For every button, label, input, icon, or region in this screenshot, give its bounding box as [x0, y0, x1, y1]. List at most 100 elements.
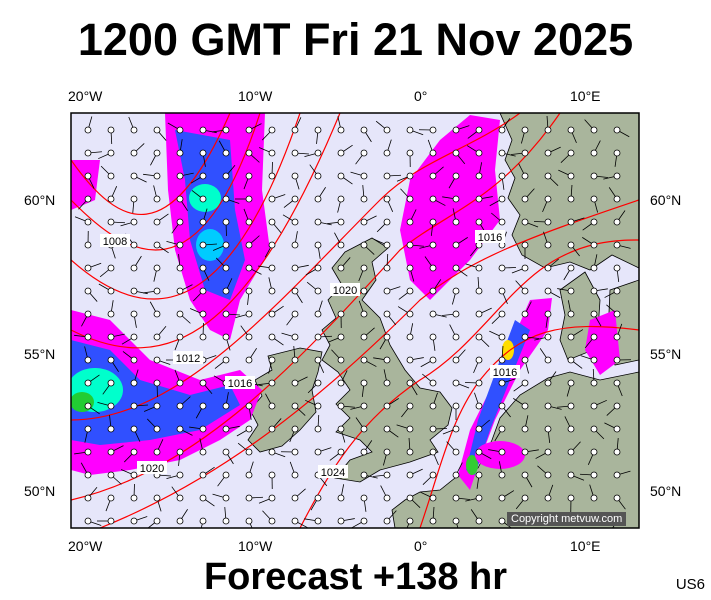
lat-label-50n: 50°N [24, 483, 56, 499]
wind-barb [262, 510, 276, 525]
wind-barb [521, 471, 533, 488]
wind-barb [498, 346, 506, 364]
wind-barb [314, 333, 333, 341]
wind-barb [567, 185, 575, 203]
wind-barb [199, 379, 213, 394]
wind-barb [429, 425, 448, 433]
lon-label-10w-bottom: 10°W [238, 538, 273, 554]
wind-barb [199, 126, 217, 134]
wind-barb [521, 241, 529, 259]
wind-barb [587, 448, 598, 465]
wind-barb [107, 445, 124, 456]
wind-barb [419, 241, 437, 249]
wind-barb [590, 425, 605, 440]
wind-barb [491, 212, 506, 226]
wind-barb [84, 374, 100, 387]
wind-barb [537, 465, 552, 479]
wind-barb [327, 218, 345, 226]
wind-barb [314, 241, 322, 259]
wind-barb [199, 466, 215, 479]
wind-barb [214, 356, 230, 369]
wind-barb [143, 172, 161, 180]
wind-barb [74, 333, 92, 341]
wind-barb [291, 402, 306, 416]
wind-barb [268, 471, 276, 490]
wind-barb [360, 356, 377, 367]
svg-text:1020: 1020 [140, 463, 164, 475]
wind-barb [100, 165, 115, 180]
wind-barb [84, 287, 98, 302]
wind-barb [613, 126, 630, 138]
wind-barb [176, 310, 191, 324]
wind-barb [102, 379, 115, 395]
wind-barb [74, 216, 92, 226]
wind-barb [84, 230, 92, 249]
wind-barb [533, 218, 552, 226]
wind-barb [199, 241, 217, 249]
wind-barb [401, 402, 414, 418]
wind-barb [489, 195, 506, 207]
wind-barb [84, 425, 92, 443]
wind-barb [84, 487, 98, 502]
wind-barb [147, 517, 161, 528]
wind-barb [544, 258, 559, 272]
wind-barb [329, 448, 345, 461]
wind-barb [337, 257, 351, 272]
wind-barb [590, 254, 598, 272]
wind-barb [567, 217, 585, 226]
wind-barb [452, 125, 470, 134]
ireland [247, 347, 323, 453]
wind-barb [475, 471, 483, 489]
wind-barb [475, 277, 483, 295]
wind-barb [143, 402, 161, 412]
wind-barb [199, 322, 207, 341]
lat-label-50n-right: 50°N [650, 483, 682, 499]
wind-barb [215, 257, 230, 272]
wind-barb [383, 195, 394, 212]
wind-barb [107, 415, 115, 433]
wind-barb [584, 119, 598, 134]
wind-barb [314, 126, 322, 144]
wind-barb [396, 172, 414, 182]
wind-barb [153, 439, 164, 456]
wind-barb [498, 378, 516, 387]
wind-barb [97, 401, 115, 410]
wind-barb [360, 471, 378, 479]
wind-barb [474, 392, 483, 410]
wind-barb [130, 172, 147, 183]
wind-barb [567, 356, 583, 369]
wind-barb [261, 126, 276, 141]
map-title: 1200 GMT Fri 21 Nov 2025 [77, 14, 634, 65]
wind-barb [199, 149, 207, 167]
wind-barb [268, 277, 276, 295]
wind-barb [360, 185, 368, 203]
wind-barb [143, 287, 161, 295]
wind-barb [511, 264, 529, 274]
wind-barb [258, 379, 276, 387]
isobar-line [99, 199, 639, 528]
wind-barb [84, 149, 102, 157]
wind-barb [448, 172, 460, 189]
wind-barb [544, 402, 562, 410]
wind-barb [422, 373, 437, 387]
wind-barb [406, 356, 424, 364]
wind-barb [107, 300, 115, 318]
wind-barb [418, 126, 437, 134]
wind-barb [567, 329, 584, 341]
wind-barb [544, 146, 561, 157]
wind-barb [488, 448, 506, 456]
wind-barb [406, 264, 415, 282]
wind-barb [613, 241, 631, 249]
wind-barb [590, 368, 598, 387]
wind-barb [289, 461, 299, 479]
wind-barb [153, 264, 161, 282]
wind-barb [307, 379, 322, 394]
wind-barb [97, 517, 115, 525]
svg-text:1016: 1016 [228, 378, 252, 390]
wind-barb [81, 310, 92, 327]
wind-barb [452, 402, 460, 420]
wind-barb [176, 509, 188, 525]
wind-barb [107, 186, 118, 203]
wind-barb [383, 369, 391, 387]
